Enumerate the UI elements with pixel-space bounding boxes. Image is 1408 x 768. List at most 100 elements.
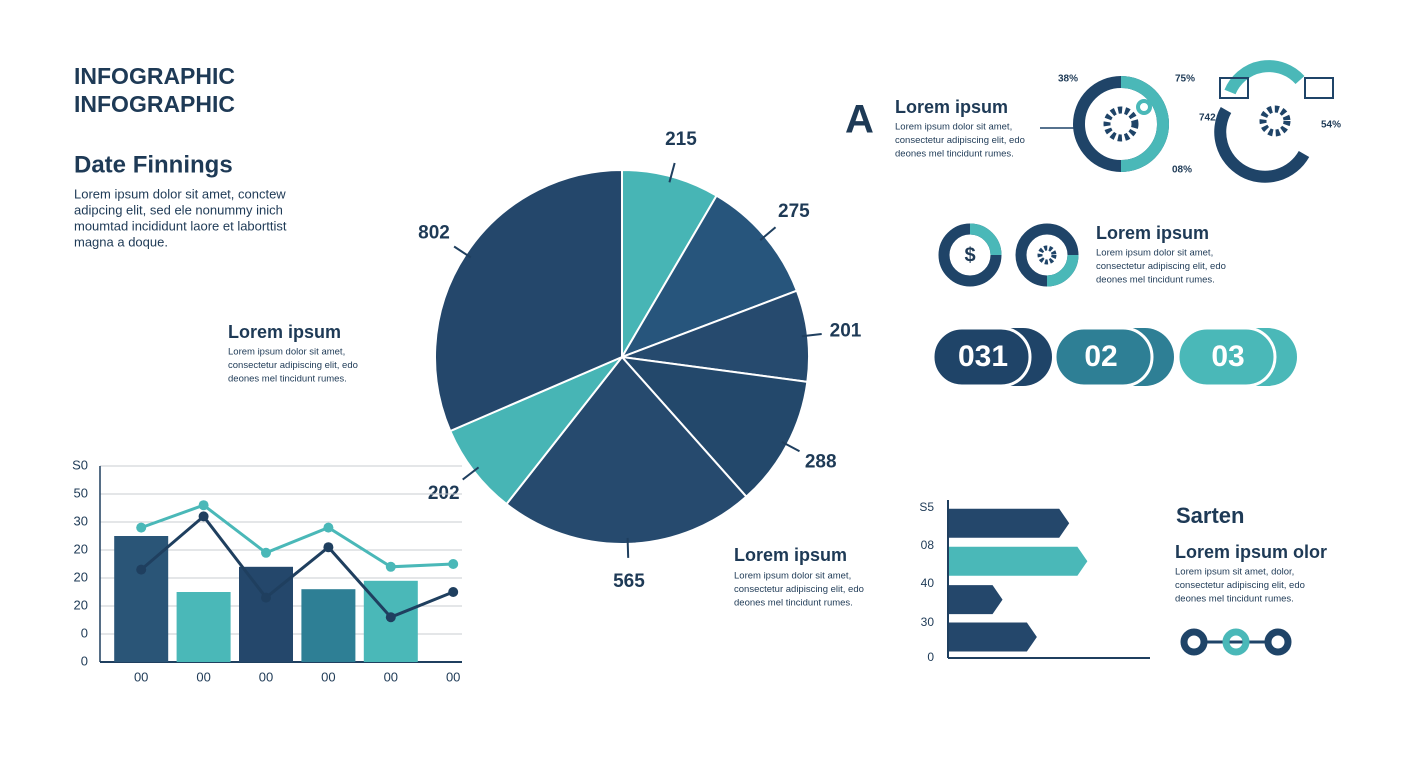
bar — [176, 592, 231, 662]
chat-icon — [1304, 77, 1334, 99]
gauge-arc — [1120, 76, 1170, 172]
block-line: deones mel tincidunt rumes. — [734, 598, 853, 609]
block-line: consectetur adipiscing elit, edo — [895, 135, 1025, 146]
block-heading: Lorem ipsum — [734, 545, 847, 565]
slice-label: 802 — [418, 222, 450, 243]
x-tick-label: 00 — [259, 670, 273, 685]
icon-text: $ — [964, 244, 975, 266]
y-tick-label: 50 — [74, 485, 88, 500]
steps — [931, 326, 1297, 388]
leader-line — [453, 245, 472, 259]
y-tick-label: 20 — [74, 597, 88, 612]
block-line: consectetur adipiscing elit, edo — [1175, 580, 1305, 591]
block-line: consectetur adipiscing elit, edo — [734, 584, 864, 595]
leader-line — [781, 441, 800, 453]
gauge-label: 75% — [1175, 74, 1195, 85]
block-line: consectetur adipiscing elit, edo — [228, 360, 358, 371]
x-tick-label: 00 — [446, 670, 460, 685]
block-heading: Lorem ipsum olor — [1175, 542, 1327, 562]
title-line: INFOGRAPHIC — [74, 63, 235, 89]
dots — [1180, 628, 1292, 656]
block-line: deones mel tincidunt rumes. — [895, 149, 1014, 160]
line — [140, 514, 454, 619]
paragraph-line: magna a doque. — [74, 234, 168, 249]
gauge-label: 54% — [1321, 120, 1341, 131]
gauge-label: 38% — [1058, 74, 1078, 85]
paragraph-line: moumtad incididunt laore et laborttist — [74, 218, 287, 233]
title-line: INFOGRAPHIC — [74, 91, 235, 117]
block-line: consectetur adipiscing elit, edo — [1096, 261, 1226, 272]
step-label: 02 — [1084, 340, 1117, 373]
block-letter: A — [845, 98, 874, 142]
block-line: Lorem ipsum dolor sit amet, — [734, 571, 851, 582]
block-line: deones mel tincidunt rumes. — [1175, 594, 1294, 605]
y-tick-label: 30 — [921, 615, 935, 629]
bar — [948, 622, 1037, 652]
gear-icon — [1037, 245, 1057, 265]
gauge-arc — [1214, 107, 1310, 183]
chat-icon — [1219, 77, 1249, 99]
slice-label: 288 — [805, 452, 837, 473]
line-point — [136, 564, 147, 575]
icon-rings — [938, 223, 1079, 287]
line-point — [198, 500, 209, 511]
y-tick-label: 40 — [921, 576, 935, 590]
pill — [1053, 326, 1154, 388]
line-point — [448, 559, 459, 569]
gauge — [1040, 60, 1334, 183]
leader-line — [668, 162, 676, 183]
block-line: Lorem ipsum dolor sit amet, — [228, 347, 345, 358]
y-tick-label: S0 — [72, 457, 88, 472]
step-label: 031 — [958, 340, 1008, 373]
block-title: Sarten — [1176, 503, 1244, 528]
leader-line — [759, 226, 777, 241]
line-point — [261, 547, 271, 558]
pill — [1176, 326, 1277, 388]
block-line: Lorem ipsum sit amet, dolor, — [1175, 567, 1294, 578]
line-point — [385, 561, 396, 572]
leader-line — [801, 333, 822, 338]
bar — [948, 585, 1003, 615]
bar — [301, 589, 356, 662]
x-tick-label: 00 — [384, 670, 398, 685]
paragraph-line: adipcing elit, sed ele nonummy inich — [74, 202, 283, 217]
y-tick-label: 20 — [74, 541, 88, 556]
block-line: deones mel tincidunt rumes. — [228, 374, 347, 385]
line — [140, 503, 454, 569]
bar — [948, 546, 1088, 576]
gear-icon — [1259, 105, 1291, 137]
block-heading: Lorem ipsum — [228, 322, 341, 342]
step-label: 03 — [1211, 340, 1244, 373]
line-point — [198, 511, 209, 522]
slice-label: 565 — [613, 571, 645, 592]
dot — [1180, 628, 1208, 656]
block-line: Lorem ipsum dolor sit amet, — [1096, 248, 1213, 259]
slice-label: 201 — [830, 320, 862, 341]
dot — [1264, 628, 1292, 656]
block-heading: Lorem ipsum — [1096, 223, 1209, 243]
leader-line — [626, 537, 630, 558]
block-line: Lorem ipsum dolor sit amet, — [895, 122, 1012, 133]
y-tick-label: 20 — [74, 569, 88, 584]
y-tick-label: 30 — [74, 513, 88, 528]
slice-label: 215 — [665, 129, 697, 150]
block-heading: Lorem ipsum — [895, 97, 1008, 117]
bar — [114, 536, 169, 662]
line-point — [323, 522, 334, 533]
line-point — [136, 522, 147, 533]
gear-icon — [1136, 99, 1152, 115]
y-tick-label: 08 — [921, 538, 935, 552]
line-point — [448, 587, 459, 597]
gauge-arc — [1224, 60, 1305, 95]
bar — [948, 508, 1070, 538]
icon-arc — [969, 223, 1002, 256]
pill — [931, 326, 1032, 388]
y-tick-label: 0 — [927, 650, 934, 664]
block-line: deones mel tincidunt rumes. — [1096, 275, 1215, 286]
paragraph-line: Lorem ipsum dolor sit amet, conctew — [74, 186, 286, 201]
line-point — [261, 592, 271, 603]
subtitle: Date Finnings — [74, 151, 233, 178]
x-tick-label: 00 — [196, 670, 210, 685]
y-tick-label: S5 — [919, 500, 934, 514]
